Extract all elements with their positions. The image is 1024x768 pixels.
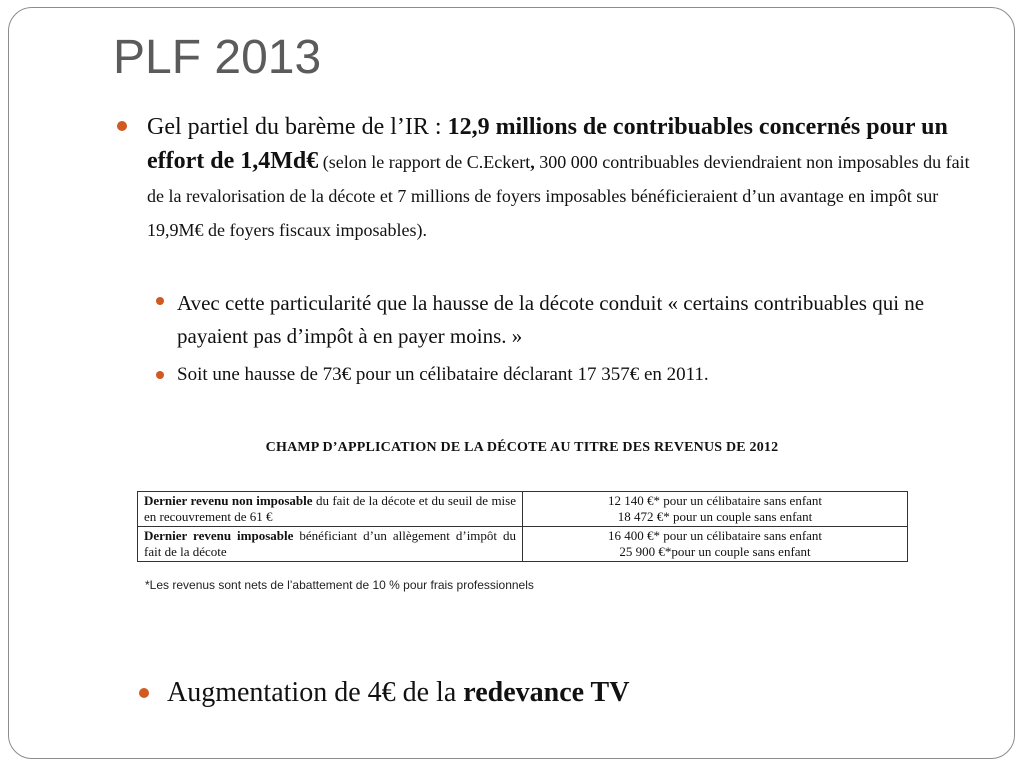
slide-frame <box>8 7 1015 759</box>
table-value-single: 12 140 €* pour un célibataire sans enfan… <box>607 493 823 508</box>
table-cell-value: 12 140 €* pour un célibataire sans enfan… <box>522 491 908 527</box>
bullet-ir-detail-comma: , <box>530 152 535 172</box>
bullet-ir-bold: 12,9 millions de contribuables concernés… <box>147 114 948 174</box>
table-cell-label-rest: bénéficiant d’un allègement d’impôt du f… <box>144 528 516 559</box>
bullet-ir-detail-b: 300 000 contribuables deviendraient non … <box>147 152 970 240</box>
table-cell-label-bold: Dernier revenu non imposable <box>144 493 313 508</box>
sub-bullet-dot-icon <box>156 297 164 305</box>
table-value-single: 16 400 €* pour un célibataire sans enfan… <box>607 528 823 543</box>
sub-bullet-decote: Avec cette particularité que la hausse d… <box>177 291 925 348</box>
bullet-dot-icon <box>139 688 149 698</box>
table-cell-value: 16 400 €* pour un célibataire sans enfan… <box>522 526 908 562</box>
bullet-redevance-text: Augmentation de 4€ de la <box>167 677 464 708</box>
table-footnote: *Les revenus sont nets de l’abattement d… <box>145 578 534 592</box>
slide-title: PLF 2013 <box>113 31 322 84</box>
table-cell-label: Dernier revenu non imposable du fait de … <box>137 491 523 527</box>
bullet-ir-text: Gel partiel du barème de l’IR : <box>147 114 448 140</box>
table-cell-label: Dernier revenu imposable bénéficiant d’u… <box>137 526 523 562</box>
table-cell-label-bold: Dernier revenu imposable <box>144 528 294 543</box>
bullet-ir-bareme: Gel partiel du barème de l’IR : 12,9 mil… <box>147 110 977 246</box>
bullet-redevance: Augmentation de 4€ de la redevance TV <box>167 675 629 711</box>
table-cell-label-rest: du fait de la décote et du seuil de mise… <box>144 493 517 524</box>
sub-bullet-dot-icon <box>156 371 164 379</box>
bullet-redevance-bold: redevance TV <box>463 677 630 708</box>
table-value-couple: 18 472 €* pour un couple sans enfant <box>617 509 813 524</box>
table-row: Dernier revenu imposable bénéficiant d’u… <box>137 526 908 562</box>
table-value-couple: 25 900 €*pour un couple sans enfant <box>619 544 811 559</box>
bullet-dot-icon <box>117 121 127 131</box>
table-title: CHAMP D’APPLICATION DE LA DÉCOTE AU TITR… <box>265 440 779 455</box>
bullet-ir-detail-a: (selon le rapport de C.Eckert <box>318 152 531 172</box>
decote-table: Dernier revenu non imposable du fait de … <box>137 491 908 562</box>
sub-bullet-hausse: Soit une hausse de 73€ pour un célibatai… <box>177 364 709 385</box>
table-row: Dernier revenu non imposable du fait de … <box>137 491 908 527</box>
